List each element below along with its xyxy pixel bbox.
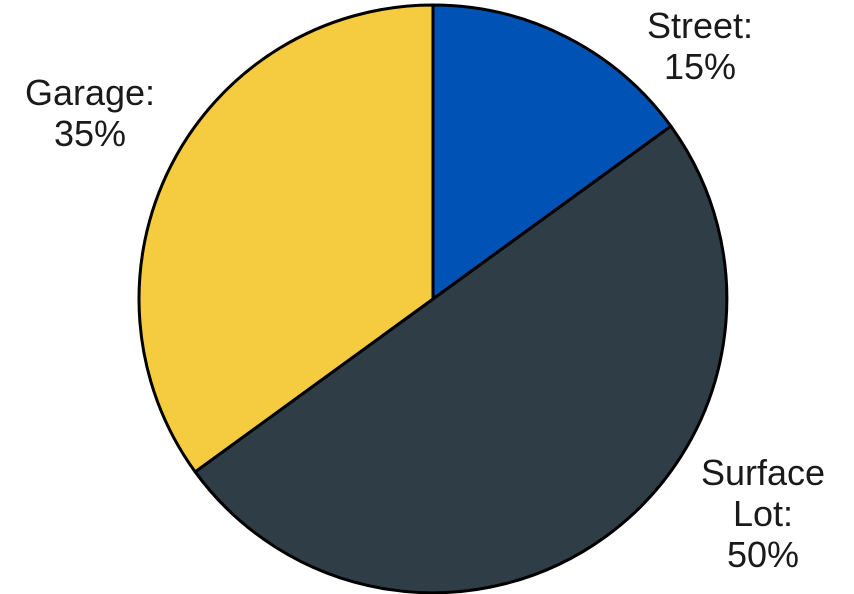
pie-label-line: Street:: [647, 5, 753, 46]
pie-slice-surface-lot: [193, 124, 729, 594]
pie-label-line: 50%: [727, 534, 799, 575]
pie-label-garage: Garage: 35%: [25, 72, 155, 154]
pie-label-line: Surface: [701, 452, 825, 493]
pie-slices: [137, 3, 729, 594]
pie-labels: Street: 15% Surface Lot: 50% Garage: 35%: [25, 5, 825, 575]
pie-label-street: Street: 15%: [647, 5, 753, 87]
pie-label-line: Garage:: [25, 72, 155, 113]
pie-label-line: Lot:: [733, 493, 793, 534]
pie-label-line: 35%: [54, 113, 126, 154]
pie-label-surface-lot: Surface Lot: 50%: [701, 452, 825, 575]
pie-label-line: 15%: [664, 46, 736, 87]
pie-slice-garage: [137, 3, 435, 474]
pie-slice-street: [431, 3, 673, 301]
